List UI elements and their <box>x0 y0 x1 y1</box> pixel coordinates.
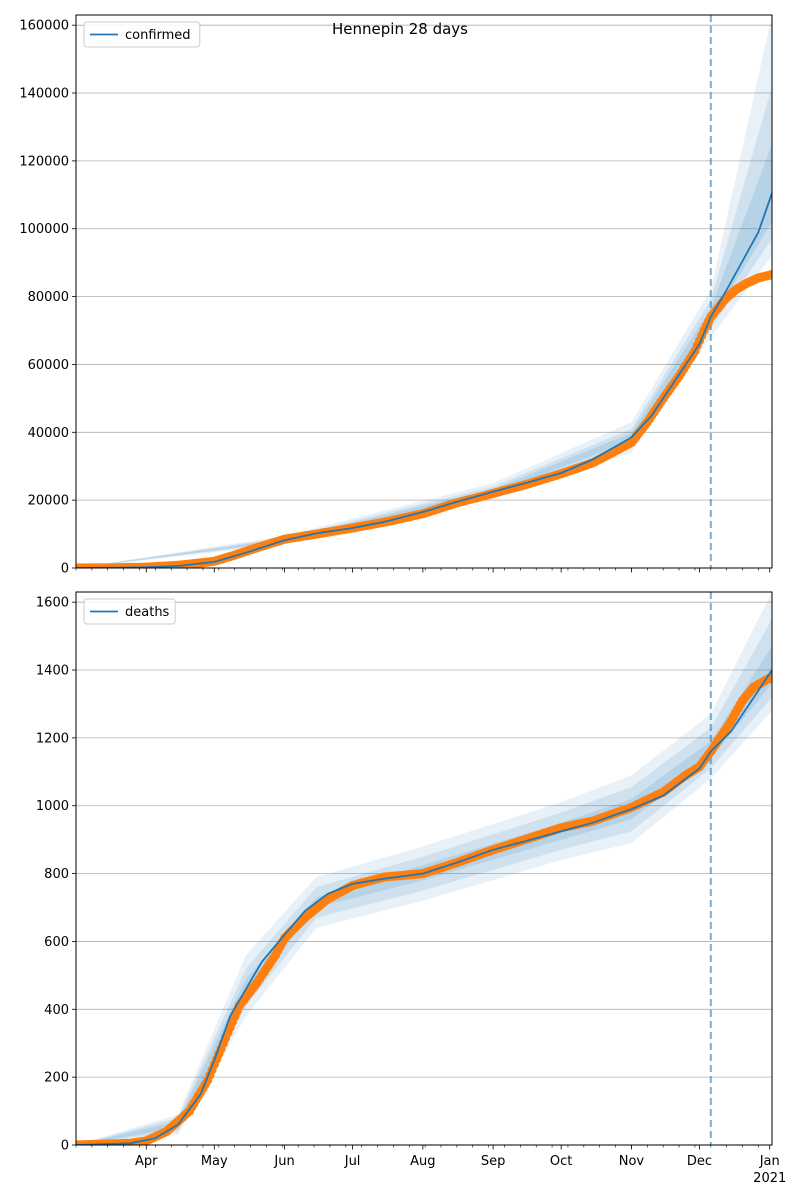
model-line-deaths <box>76 669 772 1145</box>
legend: confirmed <box>83 21 201 48</box>
confidence-band-middle <box>76 619 772 1145</box>
confidence-band-middle <box>76 86 772 568</box>
observed-points <box>76 672 772 1145</box>
x-tick-label: Jan <box>759 1154 780 1169</box>
y-tick-label: 20000 <box>28 494 69 509</box>
y-tick-label: 100000 <box>19 222 69 237</box>
y-tick-label: 40000 <box>28 426 69 441</box>
legend-box <box>83 21 201 48</box>
plot-area <box>76 592 772 1145</box>
panel-2: 0 200 400 600 800 1000 1200 1400 1600 Apr May Jun Ju… <box>36 591 786 1186</box>
x-tick-label: Nov <box>619 1154 645 1169</box>
x-tick-label: Sep <box>481 1154 506 1169</box>
x-tick-label: Oct <box>550 1154 572 1169</box>
legend-label: confirmed <box>125 28 191 43</box>
y-tick-label: 120000 <box>19 154 69 169</box>
plot-area <box>76 15 772 568</box>
axes-frame <box>75 591 773 1146</box>
x-tick-label: Aug <box>410 1154 435 1169</box>
panel-1: 0 20000 40000 60000 80000 100000 120000 140000 1… <box>19 14 773 577</box>
legend-box <box>83 598 176 625</box>
y-tick-label: 0 <box>61 562 69 577</box>
x-tick-label: Dec <box>687 1154 712 1169</box>
y-tick-label: 1400 <box>36 664 69 679</box>
axes-frame <box>75 14 773 569</box>
x-tick-label: Apr <box>135 1154 158 1169</box>
y-tick-label: 800 <box>44 867 69 882</box>
legend: deaths <box>83 598 176 625</box>
y-tick-label: 400 <box>44 1003 69 1018</box>
legend-label: deaths <box>125 605 170 620</box>
y-tick-label: 1600 <box>36 596 69 611</box>
y-tick-label: 600 <box>44 935 69 950</box>
observed-points <box>76 269 772 568</box>
y-tick-label: 0 <box>61 1139 69 1154</box>
confidence-band-outer <box>76 15 772 568</box>
observed-point <box>767 269 772 280</box>
y-tick-label: 1000 <box>36 799 69 814</box>
figure-title: Hennepin 28 days <box>332 20 468 38</box>
y-tick-label: 160000 <box>19 19 69 34</box>
model-line-confirmed <box>76 192 772 568</box>
y-tick-label: 200 <box>44 1071 69 1086</box>
y-tick-label: 60000 <box>28 358 69 373</box>
y-tick-label: 140000 <box>19 87 69 102</box>
y-tick-label: 80000 <box>28 290 69 305</box>
x-year-label: 2021 <box>753 1171 786 1186</box>
x-tick-label: Jul <box>344 1154 361 1169</box>
x-tick-label: Jun <box>273 1154 294 1169</box>
y-tick-label: 1200 <box>36 731 69 746</box>
x-tick-label: May <box>201 1154 228 1169</box>
